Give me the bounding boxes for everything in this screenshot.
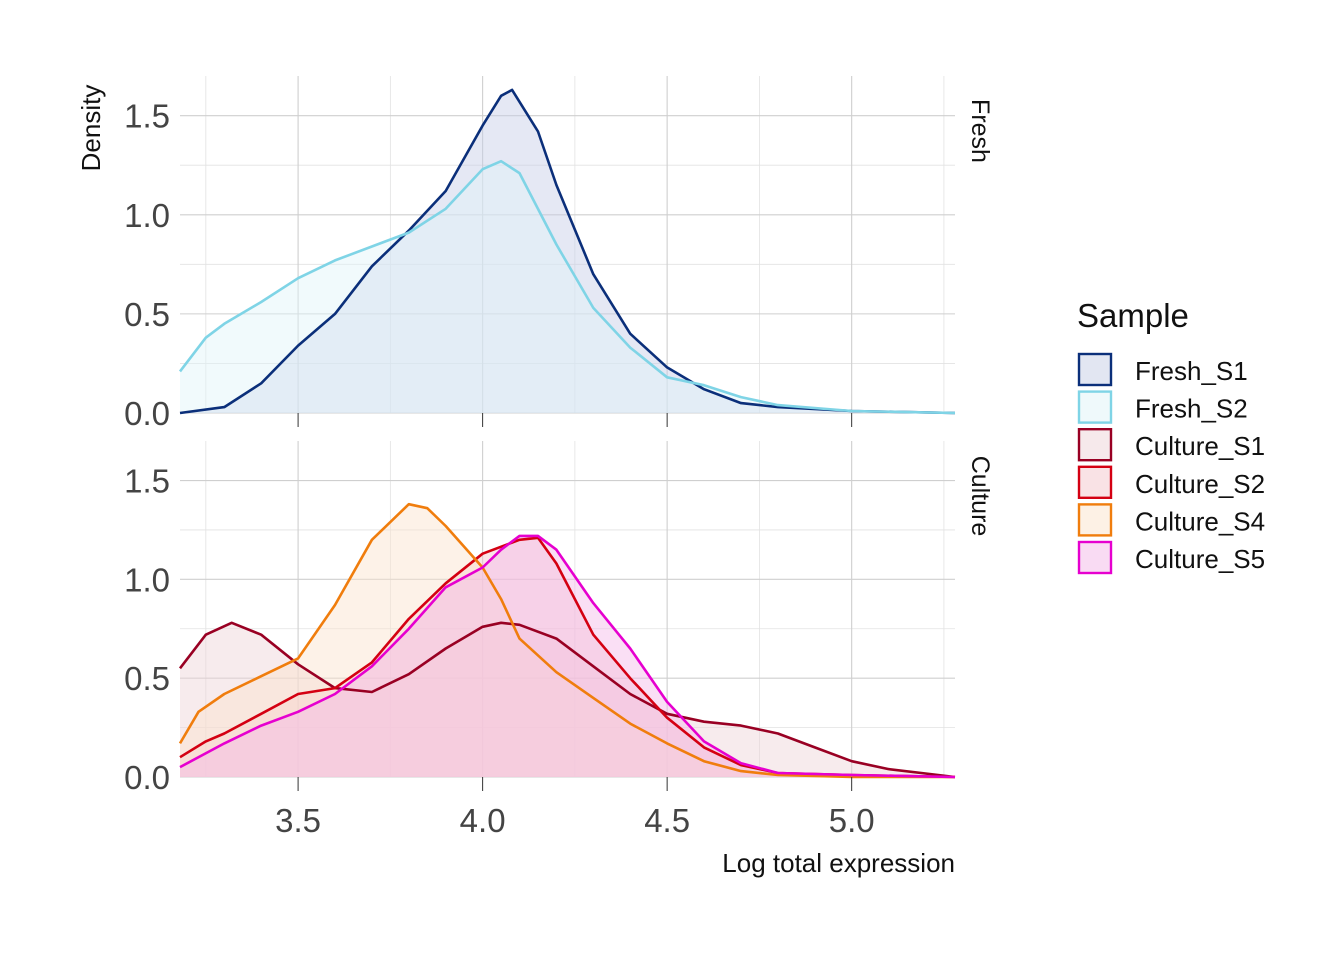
density-area-fresh-s1: [180, 89, 955, 414]
legend-key: [1077, 352, 1113, 387]
x-axis: 3.5 4.0 4.5 5.0: [275, 413, 875, 839]
legend-item-fresh-s2: Fresh_S2: [1077, 390, 1248, 424]
legend-item-culture-s1: Culture_S1: [1077, 428, 1265, 462]
facet-panel-fresh: 0.0 0.5 1.0 1.5 Fresh: [124, 76, 994, 432]
legend-title: Sample: [1077, 297, 1189, 334]
density-area-culture-s1: [180, 622, 955, 777]
legend-label: Culture_S1: [1135, 431, 1265, 461]
x-tick-label: 4.0: [460, 802, 506, 839]
legend-label: Culture_S5: [1135, 544, 1265, 574]
legend-item-fresh-s1: Fresh_S1: [1077, 352, 1248, 387]
density-line-culture-s5: [179, 534, 956, 779]
density-line-fresh-s1: [179, 88, 956, 415]
y-tick-label: 1.5: [124, 463, 170, 500]
legend-label: Culture_S2: [1135, 469, 1265, 499]
facet-strip-label: Culture: [966, 456, 994, 537]
x-tick-label: 4.5: [644, 802, 690, 839]
y-tick-label: 0.0: [124, 395, 170, 432]
y-tick-label: 1.0: [124, 561, 170, 598]
density-line-culture-s4: [178, 502, 955, 779]
facet-strip-label: Fresh: [966, 99, 994, 163]
legend-label: Fresh_S1: [1135, 356, 1248, 386]
x-tick-label: 5.0: [829, 802, 875, 839]
density-line-culture-s2: [179, 536, 956, 779]
density-area-culture-s4: [180, 504, 955, 777]
y-tick-label: 1.5: [124, 98, 170, 135]
legend-key: [1077, 428, 1113, 462]
legend-label: Fresh_S2: [1135, 394, 1248, 424]
density-area-fresh-s2: [180, 161, 955, 413]
legend-item-culture-s4: Culture_S4: [1077, 503, 1265, 537]
y-tick-label: 0.5: [124, 296, 170, 333]
density-line-culture-s1: [178, 621, 956, 779]
y-tick-label: 0.5: [124, 660, 170, 697]
facet-panel-culture: 0.0 0.5 1.0 1.5 Culture: [124, 441, 994, 796]
legend-key: [1077, 465, 1113, 499]
legend-key: [1077, 390, 1113, 424]
density-area-culture-s2: [180, 537, 955, 777]
x-axis-title: Log total expression: [722, 848, 955, 878]
density-area-culture-s5: [180, 535, 955, 777]
legend-key: [1077, 503, 1113, 537]
legend-item-culture-s2: Culture_S2: [1077, 465, 1265, 499]
y-tick-label: 0.0: [124, 759, 170, 796]
legend: Sample Fresh_S1 Fresh_S2 Culture_S1 Culture…: [1077, 297, 1265, 575]
x-tick-label: 3.5: [275, 802, 321, 839]
legend-item-culture-s5: Culture_S5: [1077, 540, 1265, 575]
panels-layer: 0.0 0.5 1.0 1.5 Fresh 0.0 0.5 1.0 1.5 Culture: [124, 76, 994, 796]
y-tick-label: 1.0: [124, 197, 170, 234]
density-line-fresh-s2: [178, 159, 956, 415]
legend-key: [1077, 540, 1113, 575]
y-axis-title: Density: [76, 85, 106, 172]
legend-label: Culture_S4: [1135, 506, 1265, 536]
